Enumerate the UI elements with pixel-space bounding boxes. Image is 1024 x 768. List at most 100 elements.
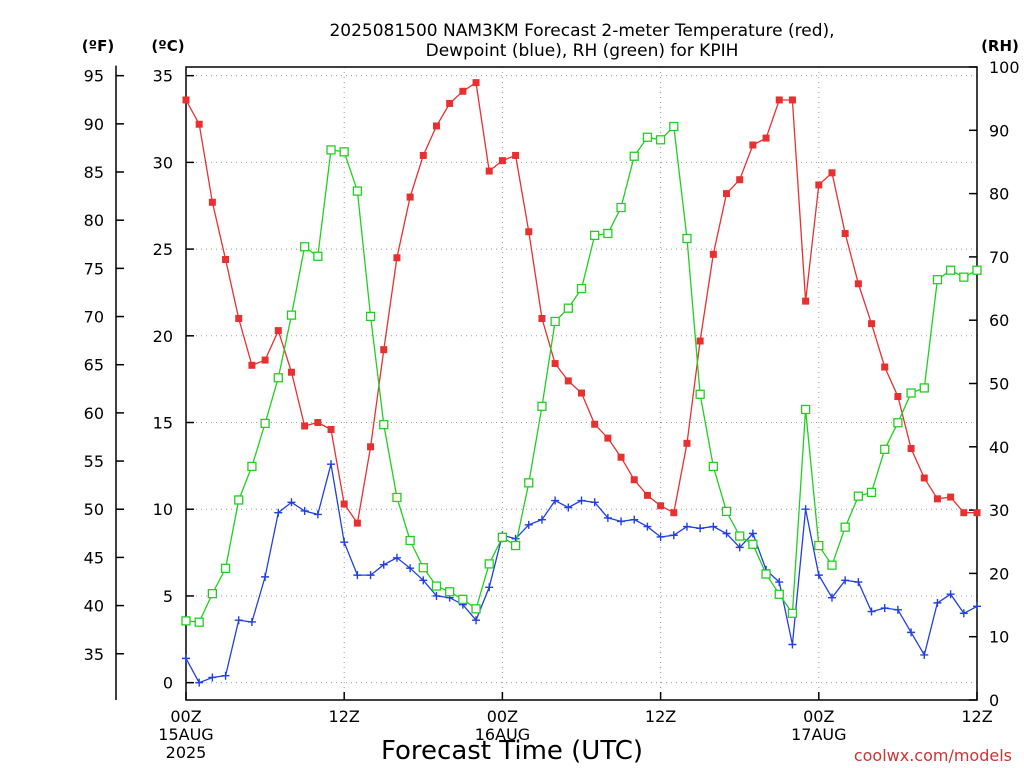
x-tick-label: 15AUG <box>158 725 213 744</box>
fahrenheit-tick-label: 60 <box>84 404 104 423</box>
rh-point <box>814 540 824 551</box>
2-meter-temperature-point <box>591 420 599 428</box>
fahrenheit-tick-label: 45 <box>84 548 104 567</box>
dewpoint-point <box>537 515 546 524</box>
dewpoint-point <box>722 529 731 538</box>
rh-point <box>642 132 653 142</box>
rh-point <box>932 275 943 285</box>
dewpoint-point <box>327 460 336 469</box>
dewpoint-point <box>313 510 322 519</box>
dewpoint-point <box>656 532 665 541</box>
2-meter-temperature-point <box>472 79 480 87</box>
dewpoint-point <box>748 529 757 538</box>
celsius-unit-label: (ºC) <box>151 37 184 55</box>
dewpoint-point <box>893 605 902 614</box>
rh-point <box>603 228 613 239</box>
dewpoint-point <box>524 520 533 529</box>
2-meter-temperature-line <box>185 81 977 525</box>
2-meter-temperature-point <box>723 190 731 198</box>
rh-point <box>352 186 363 196</box>
2-meter-temperature-point <box>578 389 585 397</box>
rh-point <box>524 478 534 488</box>
2-meter-temperature-point <box>406 193 414 201</box>
2-meter-temperature-point <box>881 363 889 371</box>
rh-point <box>207 589 218 599</box>
rh-point <box>682 233 692 244</box>
dewpoint-point <box>907 628 916 637</box>
dewpoint-point <box>617 517 626 526</box>
dewpoint-point <box>234 616 243 625</box>
2-meter-temperature-point <box>802 297 810 305</box>
dewpoint-point <box>366 571 375 580</box>
x-axis-label: Forecast Time (UTC) <box>381 736 643 766</box>
rh-point <box>273 373 283 383</box>
rh-point <box>721 506 732 517</box>
fahrenheit-tick-label: 50 <box>84 500 104 519</box>
celsius-tick-label: 35 <box>153 67 173 86</box>
rh-point <box>800 404 811 415</box>
rh-point <box>234 495 244 505</box>
rh-point <box>471 604 481 614</box>
rh-point <box>748 539 758 549</box>
dewpoint-point <box>735 543 744 552</box>
2-meter-temperature-point <box>643 491 651 499</box>
rh-point <box>194 617 204 627</box>
2-meter-temperature-point <box>512 151 520 159</box>
2-meter-temperature-point <box>815 181 823 189</box>
dewpoint-point <box>643 522 652 531</box>
rh-point <box>880 444 890 454</box>
x-tick-label: 12Z <box>645 707 676 726</box>
2-meter-temperature-point <box>287 368 295 376</box>
dewpoint-point <box>287 498 296 507</box>
2-meter-temperature-point <box>261 356 269 364</box>
rh-point <box>550 316 560 327</box>
2-meter-temperature-point <box>353 519 361 527</box>
rh-point <box>220 563 231 573</box>
chart-title-line-1: 2025081500 NAM3KM Forecast 2-meter Tempe… <box>329 21 834 41</box>
dewpoint-point <box>775 578 784 587</box>
x-tick-label: 12Z <box>961 707 992 726</box>
2-meter-temperature-point <box>208 198 216 206</box>
2-meter-temperature-point <box>933 495 941 503</box>
dewpoint-point <box>603 513 612 522</box>
rh-point <box>735 531 745 541</box>
fahrenheit-tick-label: 55 <box>84 452 104 471</box>
rh-point <box>445 587 455 597</box>
dewpoint-point <box>827 593 836 602</box>
rh-point <box>286 310 297 320</box>
rh-point <box>919 383 929 393</box>
fahrenheit-tick-label: 65 <box>84 356 104 375</box>
dewpoint-point <box>340 538 349 547</box>
fahrenheit-tick-label: 35 <box>84 645 104 664</box>
celsius-tick-label: 0 <box>163 674 173 693</box>
2-meter-temperature-point <box>314 419 322 427</box>
2-meter-temperature-point <box>235 314 243 322</box>
rh-point <box>339 147 349 157</box>
2-meter-temperature-point <box>485 167 493 175</box>
credit-text: coolwx.com/models <box>854 746 1012 765</box>
dewpoint-point <box>788 640 797 649</box>
celsius-tick-label: 10 <box>153 500 173 519</box>
x-tick-label: 00Z <box>803 707 834 726</box>
2-meter-temperature-point <box>868 320 876 328</box>
fahrenheit-tick-label: 95 <box>84 67 104 86</box>
2-meter-temperature-point <box>301 422 309 430</box>
2-meter-temperature-point <box>762 134 770 142</box>
fahrenheit-tick-label: 90 <box>84 115 104 134</box>
dewpoint-point <box>801 505 810 514</box>
dewpoint-point <box>973 602 981 611</box>
2-meter-temperature-point <box>538 314 546 322</box>
rh-tick-label: 80 <box>989 185 1009 204</box>
rh-tick-label: 20 <box>989 564 1009 583</box>
2-meter-temperature-point <box>498 157 506 165</box>
rh-point <box>708 461 718 472</box>
x-tick-label: 00Z <box>487 707 518 726</box>
2-meter-temperature-point <box>195 120 203 128</box>
dewpoint-point <box>485 583 494 592</box>
rh-point <box>655 135 666 145</box>
rh-point <box>695 389 705 399</box>
rh-point <box>761 569 771 579</box>
2-meter-temperature-point <box>854 280 862 288</box>
2-meter-temperature-point <box>525 228 533 236</box>
dewpoint-point <box>814 571 823 580</box>
